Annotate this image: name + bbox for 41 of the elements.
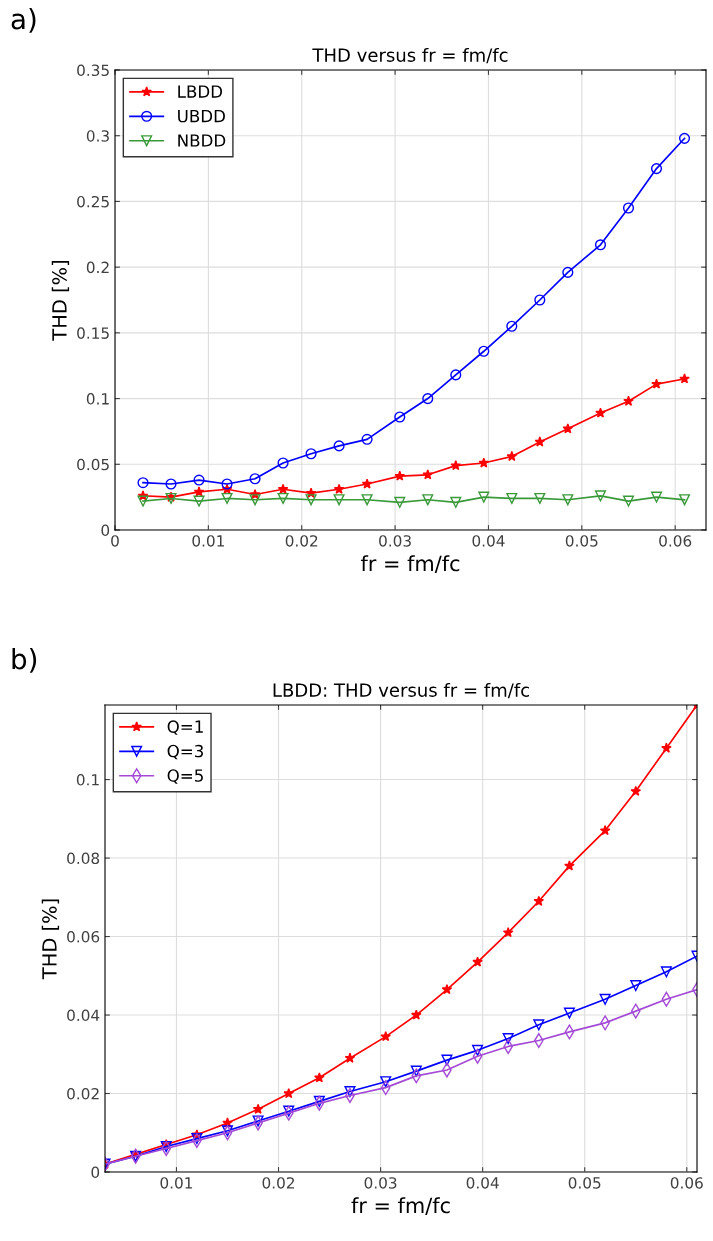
chart-title: THD versus fr = fm/fc [312, 47, 508, 64]
legend-label: Q=1 [167, 720, 203, 735]
x-tick-label: 0.06 [670, 1177, 703, 1189]
text: b) [12, 648, 37, 673]
x-tick-label: 0.02 [262, 1177, 294, 1189]
y-tick-label: 0.08 [67, 852, 100, 865]
legend-label: Q=3 [167, 744, 204, 760]
y-tick-label: 0.15 [77, 327, 109, 339]
chart-title: LBDD: THD versus fr = fm/fc [273, 682, 529, 699]
legend-label: NBDD [178, 134, 226, 147]
y-tick-label: 0.35 [77, 64, 109, 77]
y-axis-title: THD [%] [51, 261, 70, 341]
x-axis-title: fr = fm/fc [360, 555, 460, 573]
x-tick-label: 0.06 [659, 535, 692, 547]
x-tick-label: 0.03 [364, 1177, 397, 1189]
legend-label: Q=5 [167, 769, 203, 784]
y-tick-label: 0.3 [86, 130, 109, 142]
y-tick-label: 0 [91, 1166, 100, 1179]
legend-label: LBDD [178, 85, 223, 98]
x-tick-label: 0.04 [472, 535, 505, 547]
y-tick-label: 0.06 [67, 931, 100, 943]
y-axis-title: THD [%] [41, 899, 60, 980]
x-tick-label: 0.02 [285, 535, 318, 547]
y-tick-label: 0.1 [86, 393, 109, 405]
x-tick-label: 0.03 [379, 535, 411, 547]
x-axis-title: fr = fm/fc [351, 1197, 450, 1215]
y-tick-label: 0.02 [67, 1087, 99, 1100]
y-tick-label: 0.2 [86, 261, 109, 274]
text: a) [11, 8, 36, 33]
y-tick-label: 0.04 [67, 1009, 100, 1022]
x-tick-label: 0.01 [192, 535, 224, 547]
y-tick-label: 0.1 [76, 774, 99, 786]
y-tick-label: 0 [101, 524, 110, 537]
y-tick-label: 0.25 [77, 195, 109, 208]
x-tick-label: 0.05 [568, 1177, 601, 1189]
x-tick-label: 0.01 [160, 1177, 193, 1189]
x-tick-label: 0.04 [466, 1177, 499, 1189]
x-tick-label: 0 [111, 535, 119, 547]
legend-label: UBDD [178, 109, 225, 123]
x-tick-label: 0.05 [565, 535, 598, 547]
y-tick-label: 0.05 [77, 458, 109, 471]
